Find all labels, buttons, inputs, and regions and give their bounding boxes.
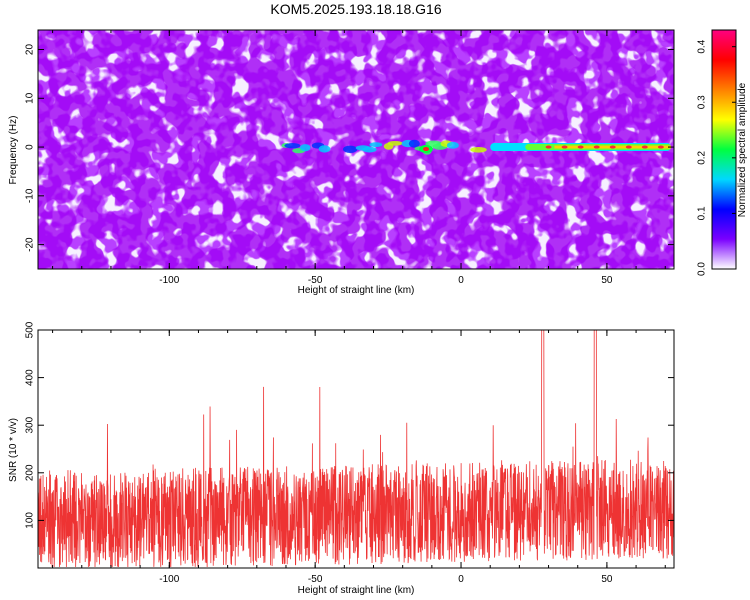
snr-axes: -100 -50 0 50 100 200 300 400 500 (25, 321, 674, 585)
ridge-blob (387, 140, 403, 146)
ridge-peak (625, 145, 632, 149)
colorbar-tick-label: 0.2 (697, 150, 708, 164)
frequency-ridge (281, 139, 672, 155)
colorbar-ticks: 0.0 0.1 0.2 0.3 0.4 (697, 39, 736, 276)
y-tick-label: 20 (25, 44, 36, 56)
x-tick-label: 50 (601, 574, 613, 585)
colorbar-ramp (711, 29, 737, 270)
y-tick-label: 100 (25, 512, 36, 529)
snr-y-axis-label: SNR (10 * v/v) (8, 418, 19, 482)
colorbar-tick-label: 0.0 (697, 262, 708, 276)
snr-background (38, 330, 674, 568)
ridge-peak (593, 145, 600, 149)
ridge-peak (657, 145, 664, 149)
heatmap-frame (37, 29, 675, 270)
y-tick-label: 500 (25, 321, 36, 338)
x-tick-label: -50 (308, 574, 323, 585)
snr-series-line (38, 330, 674, 568)
x-tick-label: -100 (159, 275, 179, 286)
snr-frame (37, 329, 675, 569)
snr-panel: -100 -50 0 50 100 200 300 400 500 Height of stra… (8, 321, 675, 596)
ridge-blob (342, 145, 358, 154)
y-tick-label: 400 (25, 369, 36, 386)
heatmap-x-axis-label: Height of straight line (km) (298, 285, 415, 296)
heatmap-y-axis-label: Frequency (Hz) (8, 116, 19, 185)
y-tick-label: 0 (25, 144, 36, 150)
ridge-peak (577, 145, 584, 149)
ridge-peak (561, 145, 568, 149)
ridge-peak (609, 145, 616, 149)
snr-x-axis-label: Height of straight line (km) (298, 585, 415, 596)
colorbar-tick-label: 0.1 (697, 206, 708, 220)
colorbar-tick-label: 0.3 (697, 95, 708, 109)
ridge-blob (362, 146, 377, 153)
ridge-peak (641, 145, 648, 149)
ridge-blob (318, 145, 331, 153)
y-tick-label: -10 (25, 188, 36, 203)
x-tick-label: 50 (601, 275, 613, 286)
chart-title: KOM5.2025.193.18.18.G16 (270, 1, 441, 17)
ridge-blob (284, 143, 301, 149)
ridge-blob (446, 141, 459, 149)
x-tick-label: -50 (308, 275, 323, 286)
y-tick-label: 10 (25, 92, 36, 104)
y-tick-label: -20 (25, 237, 36, 252)
ridge-blob (299, 144, 311, 152)
colorbar-tick-label: 0.4 (697, 39, 708, 53)
ridge-blob (369, 142, 383, 148)
y-tick-label: 300 (25, 416, 36, 433)
x-tick-label: 0 (458, 574, 464, 585)
ridge-blob (470, 146, 487, 153)
x-tick-label: 0 (458, 275, 464, 286)
ridge-peak (545, 145, 552, 149)
colorbar-label: Normalized spectral amplitude (737, 82, 748, 217)
y-tick-label: 200 (25, 464, 36, 481)
ridge-isolated-core (423, 147, 430, 152)
ridge-blob (408, 139, 420, 148)
colorbar: 0.0 0.1 0.2 0.3 0.4 Normalized spectral ampl… (697, 29, 748, 276)
x-tick-label: -100 (159, 574, 179, 585)
